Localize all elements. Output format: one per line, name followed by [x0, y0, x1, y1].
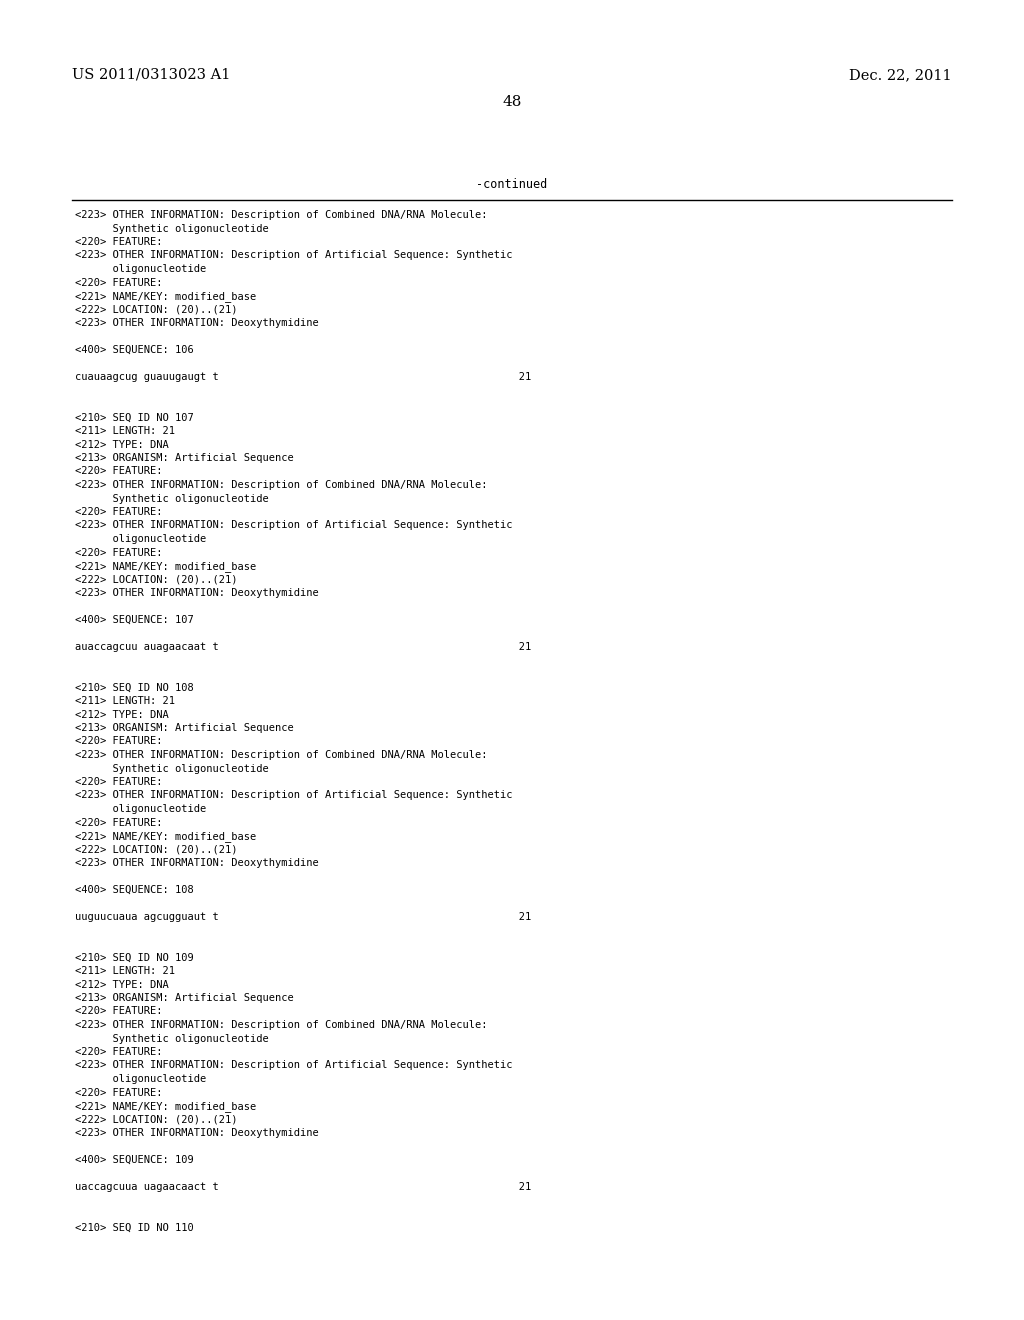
- Text: <210> SEQ ID NO 108: <210> SEQ ID NO 108: [75, 682, 194, 693]
- Text: <220> FEATURE:: <220> FEATURE:: [75, 1047, 163, 1057]
- Text: <220> FEATURE:: <220> FEATURE:: [75, 507, 163, 517]
- Text: <221> NAME/KEY: modified_base: <221> NAME/KEY: modified_base: [75, 290, 256, 302]
- Text: <223> OTHER INFORMATION: Description of Artificial Sequence: Synthetic: <223> OTHER INFORMATION: Description of …: [75, 1060, 512, 1071]
- Text: <223> OTHER INFORMATION: Deoxythymidine: <223> OTHER INFORMATION: Deoxythymidine: [75, 587, 318, 598]
- Text: <221> NAME/KEY: modified_base: <221> NAME/KEY: modified_base: [75, 832, 256, 842]
- Text: <210> SEQ ID NO 107: <210> SEQ ID NO 107: [75, 412, 194, 422]
- Text: <223> OTHER INFORMATION: Deoxythymidine: <223> OTHER INFORMATION: Deoxythymidine: [75, 1129, 318, 1138]
- Text: auaccagcuu auagaacaat t                                                21: auaccagcuu auagaacaat t 21: [75, 642, 531, 652]
- Text: -continued: -continued: [476, 178, 548, 191]
- Text: <213> ORGANISM: Artificial Sequence: <213> ORGANISM: Artificial Sequence: [75, 993, 294, 1003]
- Text: <400> SEQUENCE: 108: <400> SEQUENCE: 108: [75, 884, 194, 895]
- Text: <221> NAME/KEY: modified_base: <221> NAME/KEY: modified_base: [75, 561, 256, 572]
- Text: oligonucleotide: oligonucleotide: [75, 264, 206, 275]
- Text: <211> LENGTH: 21: <211> LENGTH: 21: [75, 426, 175, 436]
- Text: <222> LOCATION: (20)..(21): <222> LOCATION: (20)..(21): [75, 1114, 238, 1125]
- Text: US 2011/0313023 A1: US 2011/0313023 A1: [72, 69, 230, 82]
- Text: <213> ORGANISM: Artificial Sequence: <213> ORGANISM: Artificial Sequence: [75, 723, 294, 733]
- Text: <400> SEQUENCE: 107: <400> SEQUENCE: 107: [75, 615, 194, 624]
- Text: <223> OTHER INFORMATION: Description of Combined DNA/RNA Molecule:: <223> OTHER INFORMATION: Description of …: [75, 480, 487, 490]
- Text: <211> LENGTH: 21: <211> LENGTH: 21: [75, 966, 175, 975]
- Text: Synthetic oligonucleotide: Synthetic oligonucleotide: [75, 763, 268, 774]
- Text: <220> FEATURE:: <220> FEATURE:: [75, 548, 163, 557]
- Text: Dec. 22, 2011: Dec. 22, 2011: [849, 69, 952, 82]
- Text: <223> OTHER INFORMATION: Deoxythymidine: <223> OTHER INFORMATION: Deoxythymidine: [75, 858, 318, 869]
- Text: 48: 48: [503, 95, 521, 110]
- Text: cuauaagcug guauugaugt t                                                21: cuauaagcug guauugaugt t 21: [75, 372, 531, 381]
- Text: <210> SEQ ID NO 109: <210> SEQ ID NO 109: [75, 953, 194, 962]
- Text: <210> SEQ ID NO 110: <210> SEQ ID NO 110: [75, 1222, 194, 1233]
- Text: <223> OTHER INFORMATION: Description of Combined DNA/RNA Molecule:: <223> OTHER INFORMATION: Description of …: [75, 750, 487, 760]
- Text: <222> LOCATION: (20)..(21): <222> LOCATION: (20)..(21): [75, 845, 238, 854]
- Text: oligonucleotide: oligonucleotide: [75, 804, 206, 814]
- Text: <220> FEATURE:: <220> FEATURE:: [75, 777, 163, 787]
- Text: Synthetic oligonucleotide: Synthetic oligonucleotide: [75, 1034, 268, 1044]
- Text: <220> FEATURE:: <220> FEATURE:: [75, 1006, 163, 1016]
- Text: <220> FEATURE:: <220> FEATURE:: [75, 466, 163, 477]
- Text: <220> FEATURE:: <220> FEATURE:: [75, 238, 163, 247]
- Text: <223> OTHER INFORMATION: Description of Combined DNA/RNA Molecule:: <223> OTHER INFORMATION: Description of …: [75, 1020, 487, 1030]
- Text: <400> SEQUENCE: 106: <400> SEQUENCE: 106: [75, 345, 194, 355]
- Text: <212> TYPE: DNA: <212> TYPE: DNA: [75, 979, 169, 990]
- Text: <400> SEQUENCE: 109: <400> SEQUENCE: 109: [75, 1155, 194, 1166]
- Text: <220> FEATURE:: <220> FEATURE:: [75, 817, 163, 828]
- Text: <223> OTHER INFORMATION: Description of Artificial Sequence: Synthetic: <223> OTHER INFORMATION: Description of …: [75, 251, 512, 260]
- Text: <222> LOCATION: (20)..(21): <222> LOCATION: (20)..(21): [75, 574, 238, 585]
- Text: <212> TYPE: DNA: <212> TYPE: DNA: [75, 710, 169, 719]
- Text: <212> TYPE: DNA: <212> TYPE: DNA: [75, 440, 169, 450]
- Text: Synthetic oligonucleotide: Synthetic oligonucleotide: [75, 494, 268, 503]
- Text: <222> LOCATION: (20)..(21): <222> LOCATION: (20)..(21): [75, 305, 238, 314]
- Text: <223> OTHER INFORMATION: Description of Combined DNA/RNA Molecule:: <223> OTHER INFORMATION: Description of …: [75, 210, 487, 220]
- Text: <223> OTHER INFORMATION: Deoxythymidine: <223> OTHER INFORMATION: Deoxythymidine: [75, 318, 318, 327]
- Text: <223> OTHER INFORMATION: Description of Artificial Sequence: Synthetic: <223> OTHER INFORMATION: Description of …: [75, 520, 512, 531]
- Text: Synthetic oligonucleotide: Synthetic oligonucleotide: [75, 223, 268, 234]
- Text: oligonucleotide: oligonucleotide: [75, 535, 206, 544]
- Text: oligonucleotide: oligonucleotide: [75, 1074, 206, 1084]
- Text: <220> FEATURE:: <220> FEATURE:: [75, 1088, 163, 1097]
- Text: <211> LENGTH: 21: <211> LENGTH: 21: [75, 696, 175, 706]
- Text: <220> FEATURE:: <220> FEATURE:: [75, 277, 163, 288]
- Text: uuguucuaua agcugguaut t                                                21: uuguucuaua agcugguaut t 21: [75, 912, 531, 921]
- Text: uaccagcuua uagaacaact t                                                21: uaccagcuua uagaacaact t 21: [75, 1181, 531, 1192]
- Text: <213> ORGANISM: Artificial Sequence: <213> ORGANISM: Artificial Sequence: [75, 453, 294, 463]
- Text: <221> NAME/KEY: modified_base: <221> NAME/KEY: modified_base: [75, 1101, 256, 1111]
- Text: <223> OTHER INFORMATION: Description of Artificial Sequence: Synthetic: <223> OTHER INFORMATION: Description of …: [75, 791, 512, 800]
- Text: <220> FEATURE:: <220> FEATURE:: [75, 737, 163, 747]
